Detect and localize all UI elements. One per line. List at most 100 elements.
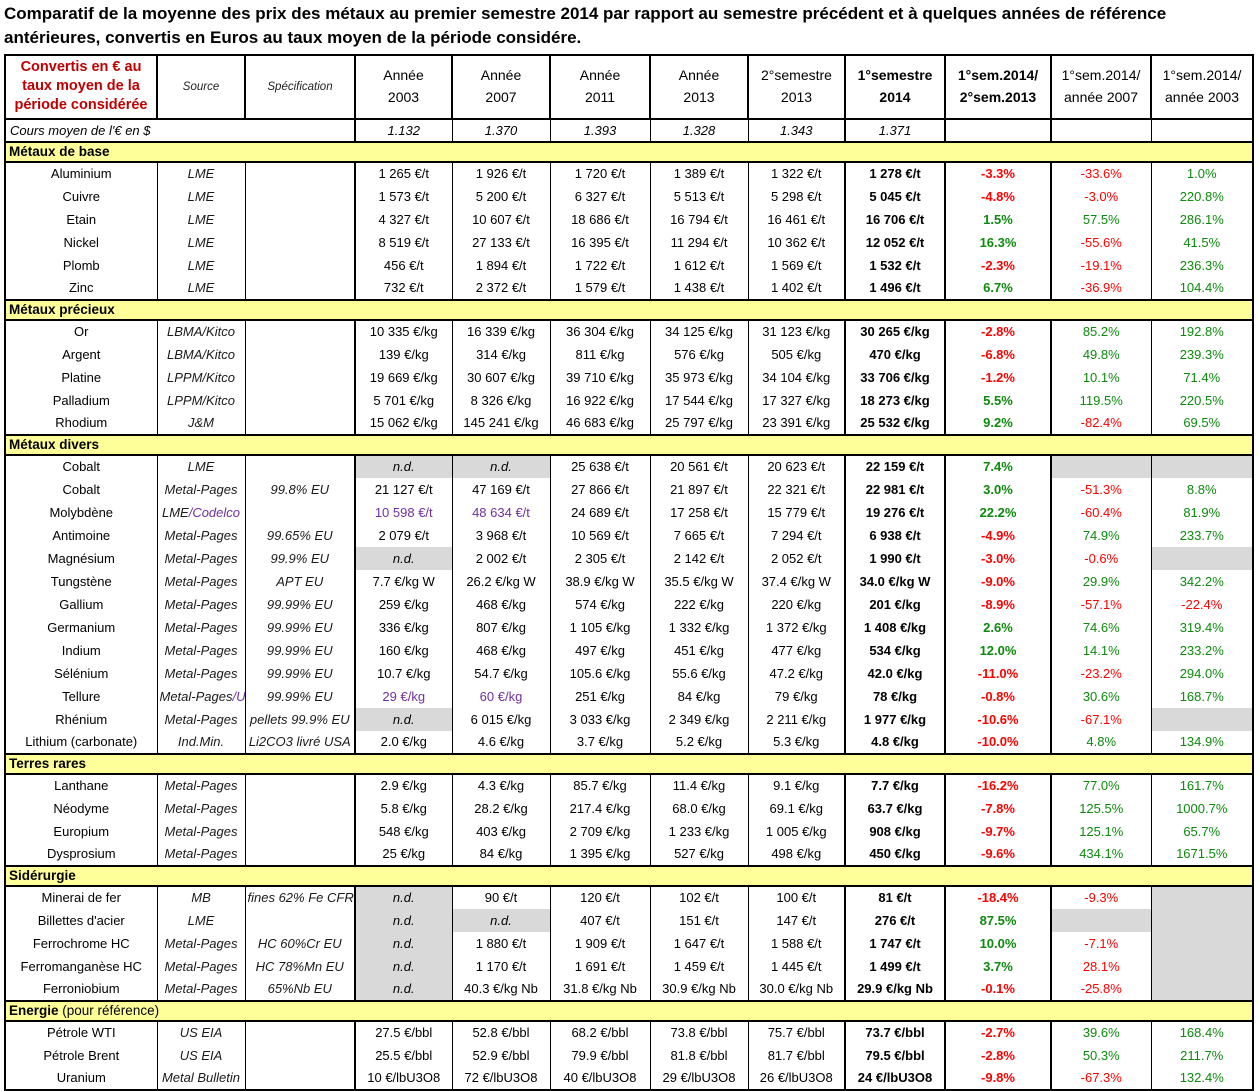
cell-metal-name: Gallium — [4, 592, 158, 616]
cell-metal-name: Argent — [4, 342, 158, 366]
cell-source: Metal Bulletin — [156, 1066, 246, 1090]
cell-metal-name: Ferroniobium — [4, 977, 158, 1001]
cell-ratio-vs-2003 — [1150, 954, 1254, 978]
cell-value-2003: 8 519 €/t — [354, 230, 453, 254]
cell-value-2013: 5 513 €/t — [649, 184, 749, 208]
cell-value-2011: 25 638 €/t — [549, 454, 651, 478]
cell-specification — [244, 161, 356, 185]
cell-source: US EIA — [156, 1020, 246, 1044]
cell-metal-name: Europium — [4, 819, 158, 843]
cell-value-s1-2014: 81 €/t — [844, 885, 946, 909]
cell-source: LPPM/Kitco — [156, 365, 246, 389]
cell-value-2003: 2 079 €/t — [354, 523, 453, 547]
cell-specification: 99.65% EU — [244, 523, 356, 547]
cell-value-2013: 1 612 €/t — [649, 253, 749, 277]
column-header-source: Source — [156, 53, 246, 120]
cell-ratio-vs-2007: -3.0% — [1050, 184, 1152, 208]
cell-value-2007: 1 880 €/t — [451, 931, 551, 955]
cell-metal-name: Zinc — [4, 276, 158, 300]
cell-value-2003: 7.7 €/kg W — [354, 569, 453, 593]
cell-value-2003: 10 €/lbU3O8 — [354, 1066, 453, 1090]
cell-value-2003: 5 701 €/kg — [354, 388, 453, 412]
cell-value-s2-2013: 2 211 €/kg — [747, 707, 846, 731]
cell-value-s1-2014: 22 159 €/t — [844, 454, 946, 478]
cell-ratio-vs-2003: 81.9% — [1150, 500, 1254, 524]
cell-ratio-s1s2: -1.2% — [944, 365, 1052, 389]
cell-value-2003: n.d. — [354, 954, 453, 978]
cell-value-2003: 139 €/kg — [354, 342, 453, 366]
cell-ratio-vs-2007 — [1050, 908, 1152, 932]
cell-ratio-vs-2003: 104.4% — [1150, 276, 1254, 300]
cell-source: LBMA/Kitco — [156, 319, 246, 343]
cell-ratio-vs-2003: 168.7% — [1150, 684, 1254, 708]
cell-value-2011: 3.7 €/kg — [549, 730, 651, 754]
cell-value-2007: 8 326 €/kg — [451, 388, 551, 412]
cell-ratio-s1s2: -4.9% — [944, 523, 1052, 547]
cell-ratio-s1s2: -18.4% — [944, 885, 1052, 909]
cell-value-2011: 68.2 €/bbl — [549, 1020, 651, 1044]
cell-source: Metal-Pages — [156, 954, 246, 978]
cell-value-2003: 1 573 €/t — [354, 184, 453, 208]
cell-value-2003: 456 €/t — [354, 253, 453, 277]
cell-specification: 99.9% EU — [244, 546, 356, 570]
cell-value-s2-2013: 15 779 €/t — [747, 500, 846, 524]
cell-ratio-vs-2007: 4.8% — [1050, 730, 1152, 754]
cell-specification: HC 78%Mn EU — [244, 954, 356, 978]
cell-value-s2-2013: 16 461 €/t — [747, 207, 846, 231]
cell-value-2003: 336 €/kg — [354, 615, 453, 639]
row-nickel: Nickel LME 8 519 €/t 27 133 €/t 16 395 €/t 11… — [4, 230, 1254, 254]
cell-value-s2-2013: 147 €/t — [747, 908, 846, 932]
cell-ratio-s1s2: -0.1% — [944, 977, 1052, 1001]
exchange-rate-s2-2013: 1.343 — [747, 118, 846, 143]
cell-specification: 99.99% EU — [244, 615, 356, 639]
cell-source: US EIA — [156, 1043, 246, 1067]
cell-value-2007: 3 968 €/t — [451, 523, 551, 547]
cell-ratio-s1s2: 87.5% — [944, 908, 1052, 932]
cell-value-2011: 79.9 €/bbl — [549, 1043, 651, 1067]
cell-value-s2-2013: 1 402 €/t — [747, 276, 846, 300]
cell-ratio-vs-2003: 220.8% — [1150, 184, 1254, 208]
cell-ratio-s1s2: -10.6% — [944, 707, 1052, 731]
cell-specification: 99.8% EU — [244, 477, 356, 501]
cell-source: LME — [156, 276, 246, 300]
cell-value-s1-2014: 7.7 €/kg — [844, 773, 946, 797]
cell-value-2003: 29 €/kg — [354, 684, 453, 708]
cell-ratio-vs-2003 — [1150, 707, 1254, 731]
cell-ratio-s1s2: -2.8% — [944, 1043, 1052, 1067]
cell-ratio-s1s2: 12.0% — [944, 638, 1052, 662]
cell-value-2011: 36 304 €/kg — [549, 319, 651, 343]
cell-metal-name: Néodyme — [4, 796, 158, 820]
cell-value-s2-2013: 100 €/t — [747, 885, 846, 909]
cell-specification: 99.99% EU — [244, 638, 356, 662]
cell-value-2007: 4.6 €/kg — [451, 730, 551, 754]
cell-ratio-vs-2007: -0.6% — [1050, 546, 1152, 570]
cell-source: Metal-Pages — [156, 773, 246, 797]
cell-specification — [244, 454, 356, 478]
cell-value-2003: n.d. — [354, 885, 453, 909]
cell-value-2013: 11 294 €/t — [649, 230, 749, 254]
cell-value-s1-2014: 1 977 €/kg — [844, 707, 946, 731]
cell-ratio-s1s2: -3.0% — [944, 546, 1052, 570]
cell-value-2007: 6 015 €/kg — [451, 707, 551, 731]
cell-ratio-vs-2007: -82.4% — [1050, 411, 1152, 435]
exchange-rate-empty — [1050, 118, 1152, 143]
cell-value-2013: 1 389 €/t — [649, 161, 749, 185]
cell-value-2007: 30 607 €/kg — [451, 365, 551, 389]
cell-value-2013: 20 561 €/t — [649, 454, 749, 478]
cell-source: LME — [156, 207, 246, 231]
cell-value-2013: 1 647 €/t — [649, 931, 749, 955]
cell-specification: 99.99% EU — [244, 661, 356, 685]
cell-source: Metal-Pages — [156, 707, 246, 731]
exchange-rate-empty — [944, 118, 1052, 143]
cell-ratio-s1s2: 1.5% — [944, 207, 1052, 231]
cell-ratio-vs-2007: -9.3% — [1050, 885, 1152, 909]
cell-source: LME — [156, 161, 246, 185]
cell-value-2007: 16 339 €/kg — [451, 319, 551, 343]
cell-value-s1-2014: 18 273 €/kg — [844, 388, 946, 412]
cell-value-s2-2013: 498 €/kg — [747, 842, 846, 866]
cell-specification — [244, 342, 356, 366]
cell-value-2013: 527 €/kg — [649, 842, 749, 866]
row-ferromanganese-hc: Ferromanganèse HC Metal-Pages HC 78%Mn EU n… — [4, 954, 1254, 978]
cell-ratio-s1s2: 2.6% — [944, 615, 1052, 639]
